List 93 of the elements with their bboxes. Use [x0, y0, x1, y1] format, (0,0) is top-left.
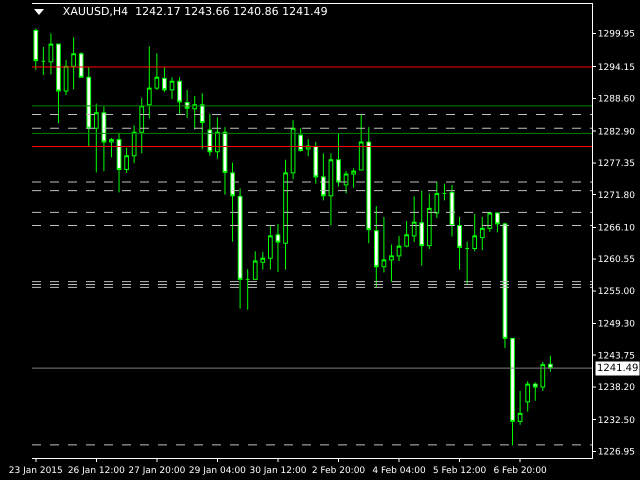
candlestick	[328, 152, 334, 226]
candlestick	[200, 92, 205, 150]
candlestick	[374, 206, 379, 288]
y-tick-label: 1271.80	[598, 190, 636, 201]
candlestick	[336, 133, 341, 188]
candlestick	[525, 380, 530, 412]
candlestick	[480, 216, 485, 251]
candlestick	[396, 235, 402, 262]
candlestick	[290, 120, 296, 180]
candlestick	[41, 46, 46, 76]
candlestick	[442, 183, 447, 201]
candlestick	[502, 222, 508, 349]
candlestick	[321, 152, 326, 201]
candlestick	[283, 159, 288, 270]
x-tick-label: 26 Jan 12:00	[68, 466, 126, 476]
candlestick	[245, 268, 250, 310]
x-tick-label: 6 Feb 20:00	[493, 466, 548, 476]
candlestick	[48, 32, 54, 75]
candlestick	[78, 52, 84, 78]
candlestick	[124, 147, 129, 174]
candlestick	[404, 220, 409, 248]
candlestick	[548, 355, 553, 372]
candlestick	[56, 43, 61, 124]
candlestick	[260, 251, 266, 270]
y-tick-label: 1232.50	[598, 416, 636, 426]
candlestick	[192, 96, 198, 130]
x-tick-label: 2 Feb 20:00	[312, 466, 366, 476]
candlestick	[457, 216, 462, 270]
candlestick	[154, 52, 160, 90]
x-tick-label: 30 Jan 12:00	[249, 466, 307, 476]
candlestick	[102, 106, 106, 172]
y-tick-label: 1255.00	[598, 286, 636, 297]
y-tick-label: 1277.35	[598, 159, 636, 170]
candlestick	[412, 196, 417, 243]
ref-line-label: 1241.49	[597, 363, 638, 374]
candlestick	[389, 244, 394, 282]
candlestick	[177, 76, 182, 114]
y-tick-label: 1243.75	[598, 351, 636, 362]
chart-title: XAUUSD,H4 1242.17 1243.66 1240.86 1241.49	[62, 4, 328, 18]
candlestick	[419, 190, 424, 266]
candlestick	[276, 223, 280, 272]
candlestick	[64, 60, 68, 96]
candlestick	[184, 89, 190, 118]
candlestick	[146, 46, 152, 119]
y-tick-label: 1260.55	[598, 255, 636, 266]
candlestick	[510, 338, 515, 446]
y-tick-label: 1282.90	[598, 127, 636, 138]
candlestick	[298, 128, 303, 152]
y-tick-label: 1226.95	[598, 448, 636, 458]
candlestick	[230, 162, 235, 242]
y-tick-label: 1294.15	[598, 62, 636, 73]
candlestick	[313, 141, 318, 184]
candlestick	[434, 182, 440, 219]
candlestick	[487, 212, 492, 232]
candlestick	[450, 184, 454, 237]
candlestick	[238, 188, 242, 310]
y-tick-label: 1288.60	[598, 94, 636, 105]
candlestick	[358, 114, 364, 171]
candlestick	[472, 214, 478, 252]
candlestick	[351, 168, 356, 188]
x-tick-label: 4 Feb 04:00	[372, 466, 426, 476]
candlestick	[109, 137, 114, 158]
y-tick-label: 1299.95	[598, 30, 636, 40]
candlestick	[222, 126, 228, 196]
candlestick	[170, 76, 174, 100]
candlestick	[495, 212, 500, 233]
y-tick-label: 1238.20	[598, 383, 636, 394]
x-tick-label: 5 Feb 12:00	[432, 466, 486, 476]
candlestick	[132, 124, 137, 164]
x-tick-label: 29 Jan 04:00	[188, 466, 246, 476]
candlestick	[382, 216, 386, 274]
x-tick-label: 23 Jan 2015	[8, 466, 63, 476]
candlestick	[366, 126, 372, 244]
candlestick	[268, 225, 273, 270]
candlestick	[215, 116, 220, 160]
candlestick	[33, 28, 38, 70]
candlestick	[252, 250, 258, 280]
y-tick-label: 1249.30	[598, 320, 636, 330]
candlestick	[139, 97, 144, 154]
candlestick	[540, 361, 546, 392]
candlestick	[207, 113, 212, 156]
candlestick	[162, 67, 167, 93]
candlestick	[426, 193, 432, 250]
candlestick	[71, 36, 76, 90]
candlestick	[532, 382, 538, 402]
candlestick	[116, 132, 122, 193]
candlestick	[464, 241, 470, 286]
x-tick-label: 27 Jan 20:00	[128, 466, 186, 476]
candlestick	[86, 67, 92, 148]
candlestick	[518, 390, 522, 426]
candlestick	[94, 103, 99, 173]
y-tick-label: 1266.10	[598, 223, 636, 234]
candlestick	[344, 170, 348, 194]
